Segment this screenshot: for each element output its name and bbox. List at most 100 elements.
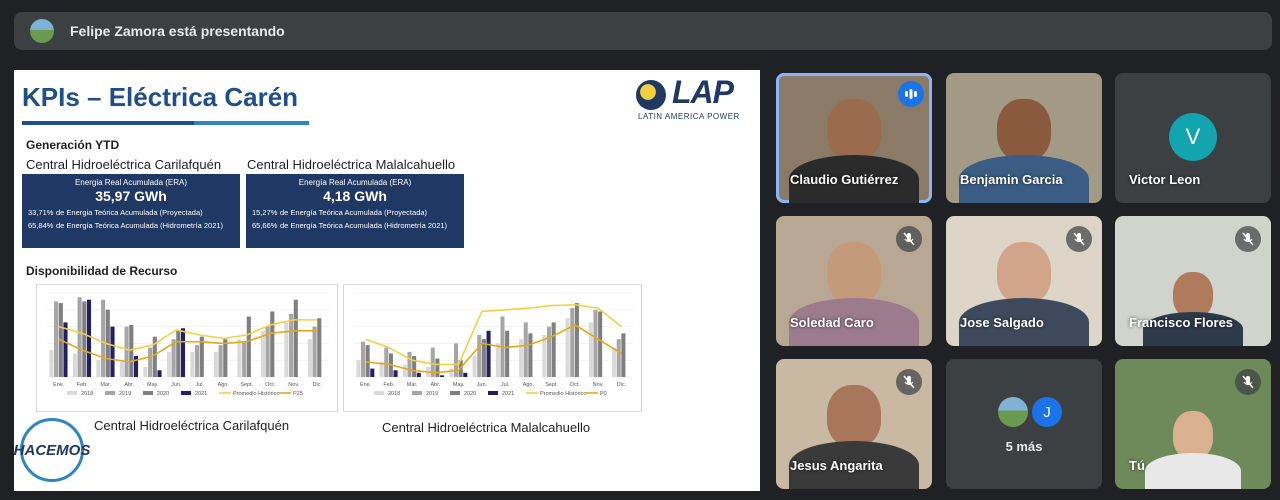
legend-label: 2018 bbox=[388, 391, 400, 397]
bar-2019 bbox=[360, 341, 366, 377]
participant-tile[interactable]: Jesus Angarita bbox=[776, 359, 932, 489]
participant-video bbox=[1143, 272, 1243, 346]
x-tick-label: Ago. bbox=[218, 382, 230, 388]
bar-2018 bbox=[213, 351, 218, 377]
bar-2018 bbox=[356, 360, 361, 377]
x-tick-label: Jul. bbox=[195, 382, 204, 388]
bar-2019 bbox=[593, 309, 598, 377]
bar-2018 bbox=[612, 347, 617, 377]
x-tick-label: Mar. bbox=[100, 382, 111, 388]
slide-title: KPIs – Eléctrica Carén bbox=[22, 82, 299, 112]
legend-swatch bbox=[450, 391, 460, 395]
participant-video bbox=[959, 99, 1089, 203]
bar-2019 bbox=[430, 347, 435, 377]
participant-video bbox=[789, 99, 919, 203]
bar-2018 bbox=[284, 322, 289, 377]
bar-2020 bbox=[293, 299, 298, 377]
x-tick-label: Feb. bbox=[77, 382, 88, 388]
bar-2019 bbox=[523, 322, 528, 377]
x-tick-label: Oct. bbox=[265, 382, 276, 388]
more-avatars: J bbox=[998, 397, 1062, 427]
participant-tile[interactable]: Claudio Gutiérrez bbox=[776, 73, 932, 203]
badge-text: HACEMOS bbox=[14, 441, 91, 459]
avatar: J bbox=[1032, 397, 1062, 427]
lap-logo: LAP LATIN AMERICA POWER bbox=[636, 74, 754, 122]
participant-tile[interactable]: Benjamin Garcia bbox=[946, 73, 1102, 203]
x-tick-label: May. bbox=[453, 382, 465, 388]
era-value: 35,97 GWh bbox=[95, 188, 167, 204]
more-participants-tile[interactable]: J 5 más bbox=[946, 359, 1102, 489]
participant-tile[interactable]: Francisco Flores bbox=[1115, 216, 1271, 346]
x-tick-label: Feb. bbox=[383, 382, 394, 388]
x-tick-label: Jun. bbox=[171, 382, 182, 388]
self-tile[interactable]: Tú bbox=[1115, 359, 1271, 489]
kpi-percent: 15,27% bbox=[252, 208, 278, 217]
participant-name: Jose Salgado bbox=[960, 315, 1044, 330]
bar-2020 bbox=[152, 336, 157, 377]
bar-2018 bbox=[190, 351, 195, 377]
legend-label: P0 bbox=[600, 391, 607, 397]
x-tick-label: Nov. bbox=[288, 382, 299, 388]
legend-label: 2021 bbox=[195, 391, 207, 397]
bar-2018 bbox=[379, 361, 384, 377]
legend-swatch bbox=[488, 391, 498, 395]
bar-2020 bbox=[365, 345, 370, 377]
bar-2021 bbox=[486, 330, 491, 377]
bar-2019 bbox=[407, 351, 412, 377]
line-P25 bbox=[58, 329, 318, 363]
bar-2020 bbox=[481, 339, 486, 377]
participant-name: Jesus Angarita bbox=[790, 458, 883, 473]
kpi-row-projected: 33,71% de Energia Teórica Acumulada (Pro… bbox=[28, 208, 234, 217]
legend-label: P25 bbox=[293, 391, 303, 397]
x-tick-label: Nov. bbox=[593, 382, 604, 388]
kpi-text: de Energía Teórica Acumulada (Hidrometrí… bbox=[56, 221, 224, 230]
bar-2018 bbox=[49, 350, 54, 377]
x-tick-label: Mar. bbox=[407, 382, 418, 388]
participant-name: Tú bbox=[1129, 458, 1145, 473]
globe-icon bbox=[636, 80, 666, 110]
bar-2018 bbox=[237, 339, 242, 377]
kpi-box-malalcahuello: Energía Real Acumulada (ERA) 4,18 GWh 15… bbox=[246, 174, 464, 248]
participant-video bbox=[789, 385, 919, 489]
participant-tile[interactable]: Jose Salgado bbox=[946, 216, 1102, 346]
plant-name-carilafquen: Central Hidroeléctrica Carilafquén bbox=[26, 157, 222, 172]
participant-video bbox=[959, 242, 1089, 346]
bar-2019 bbox=[101, 299, 106, 377]
bar-2020 bbox=[621, 333, 626, 377]
chart-malalcahuello-svg: Ene. Feb. Mar. Abr. May. Jun. Jul. Ago. Sept. Oct… bbox=[354, 292, 633, 397]
legend-label: 2018 bbox=[81, 391, 93, 397]
bar-2018 bbox=[143, 366, 148, 377]
legend-label: 2019 bbox=[426, 391, 438, 397]
bar-2021 bbox=[393, 370, 398, 377]
bar-2018 bbox=[260, 330, 265, 377]
participant-name: Soledad Caro bbox=[790, 315, 874, 330]
participant-tile[interactable]: V Victor Leon bbox=[1115, 73, 1271, 203]
chart-caption-carilafquen: Central Hidroeléctrica Carilafquén bbox=[94, 418, 290, 433]
generation-heading: Generación YTD bbox=[26, 138, 120, 152]
participant-name: Benjamin Garcia bbox=[960, 172, 1063, 187]
bar-2019 bbox=[195, 345, 200, 377]
participant-video bbox=[789, 242, 919, 346]
bar-2019 bbox=[384, 347, 389, 377]
participant-tile[interactable]: Soledad Caro bbox=[776, 216, 932, 346]
x-tick-label: Oct. bbox=[570, 382, 581, 388]
kpi-percent: 33,71% bbox=[28, 208, 54, 217]
legend-label: Promedio Histórico bbox=[540, 391, 586, 397]
bar-2021 bbox=[133, 356, 139, 377]
kpi-row-projected: 15,27% de Energía Teórica Acumulada (Pro… bbox=[252, 208, 458, 217]
bar-2020 bbox=[223, 339, 228, 377]
kpi-text: de Energía Teórica Acumulada (Hidrometrí… bbox=[280, 221, 448, 230]
more-count: 5 más bbox=[1005, 439, 1043, 454]
bar-2019 bbox=[477, 335, 482, 377]
bar-2019 bbox=[453, 343, 459, 377]
bar-2018 bbox=[472, 356, 477, 377]
bar-2021 bbox=[416, 372, 421, 377]
participant-video bbox=[1145, 411, 1241, 489]
bar-2021 bbox=[157, 370, 162, 377]
shared-slide[interactable]: KPIs – Eléctrica Carén LAP LATIN AMERICA… bbox=[14, 70, 760, 491]
presenter-avatar bbox=[30, 19, 54, 43]
x-tick-label: Jul. bbox=[501, 382, 510, 388]
bar-2020 bbox=[598, 311, 603, 377]
mic-off-icon bbox=[896, 369, 922, 395]
mic-off-icon bbox=[1235, 226, 1261, 252]
